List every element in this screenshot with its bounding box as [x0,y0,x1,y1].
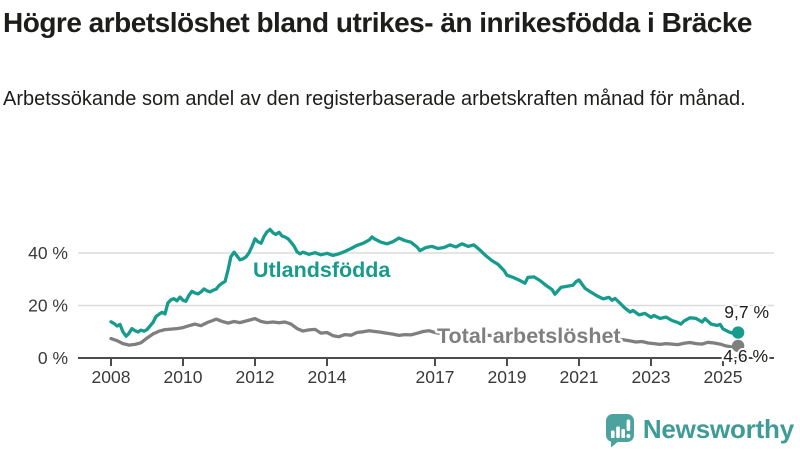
y-tick-label: 40 % [28,243,68,263]
series-end-dot-utlandsf-dda [731,326,745,339]
x-tick-label: 2010 [164,367,203,387]
series-end-value-label: 4,6 % [723,346,768,366]
x-tick-label: 2021 [560,367,599,387]
x-tick-label: 2019 [488,367,527,387]
chart-subtitle: Arbetssökande som andel av den registerb… [3,87,746,110]
x-tick-label: 2014 [308,367,347,387]
chart-title: Högre arbetslöshet bland utrikes- än inr… [3,7,753,38]
y-tick-label: 20 % [28,296,68,316]
y-tick-label: 0 % [38,348,68,368]
series-line-utlandsf-dda [109,227,740,338]
x-tick-label: 2012 [236,367,275,387]
x-tick-label: 2025 [704,367,743,387]
newsworthy-logo[interactable]: Newsworthy [605,411,794,448]
series-end-value-label: 9,7 % [724,302,769,322]
series-label: Utlandsfödda [253,258,391,282]
x-tick-label: 2023 [632,367,671,387]
newsworthy-logo-text: Newsworthy [642,414,794,444]
line-chart: 2008 2010 2012 2014 2017 2019 2021 2023 2025 0 % 2… [28,227,774,387]
series-line-total-arbetsl-shet [109,316,740,349]
x-tick-label: 2017 [416,367,455,387]
x-tick-label: 2008 [92,367,131,387]
series-label: Total arbetslöshet [437,324,621,348]
newsworthy-logo-icon [605,414,634,448]
series-end-dot-total-arbetsl-shet [731,339,745,353]
